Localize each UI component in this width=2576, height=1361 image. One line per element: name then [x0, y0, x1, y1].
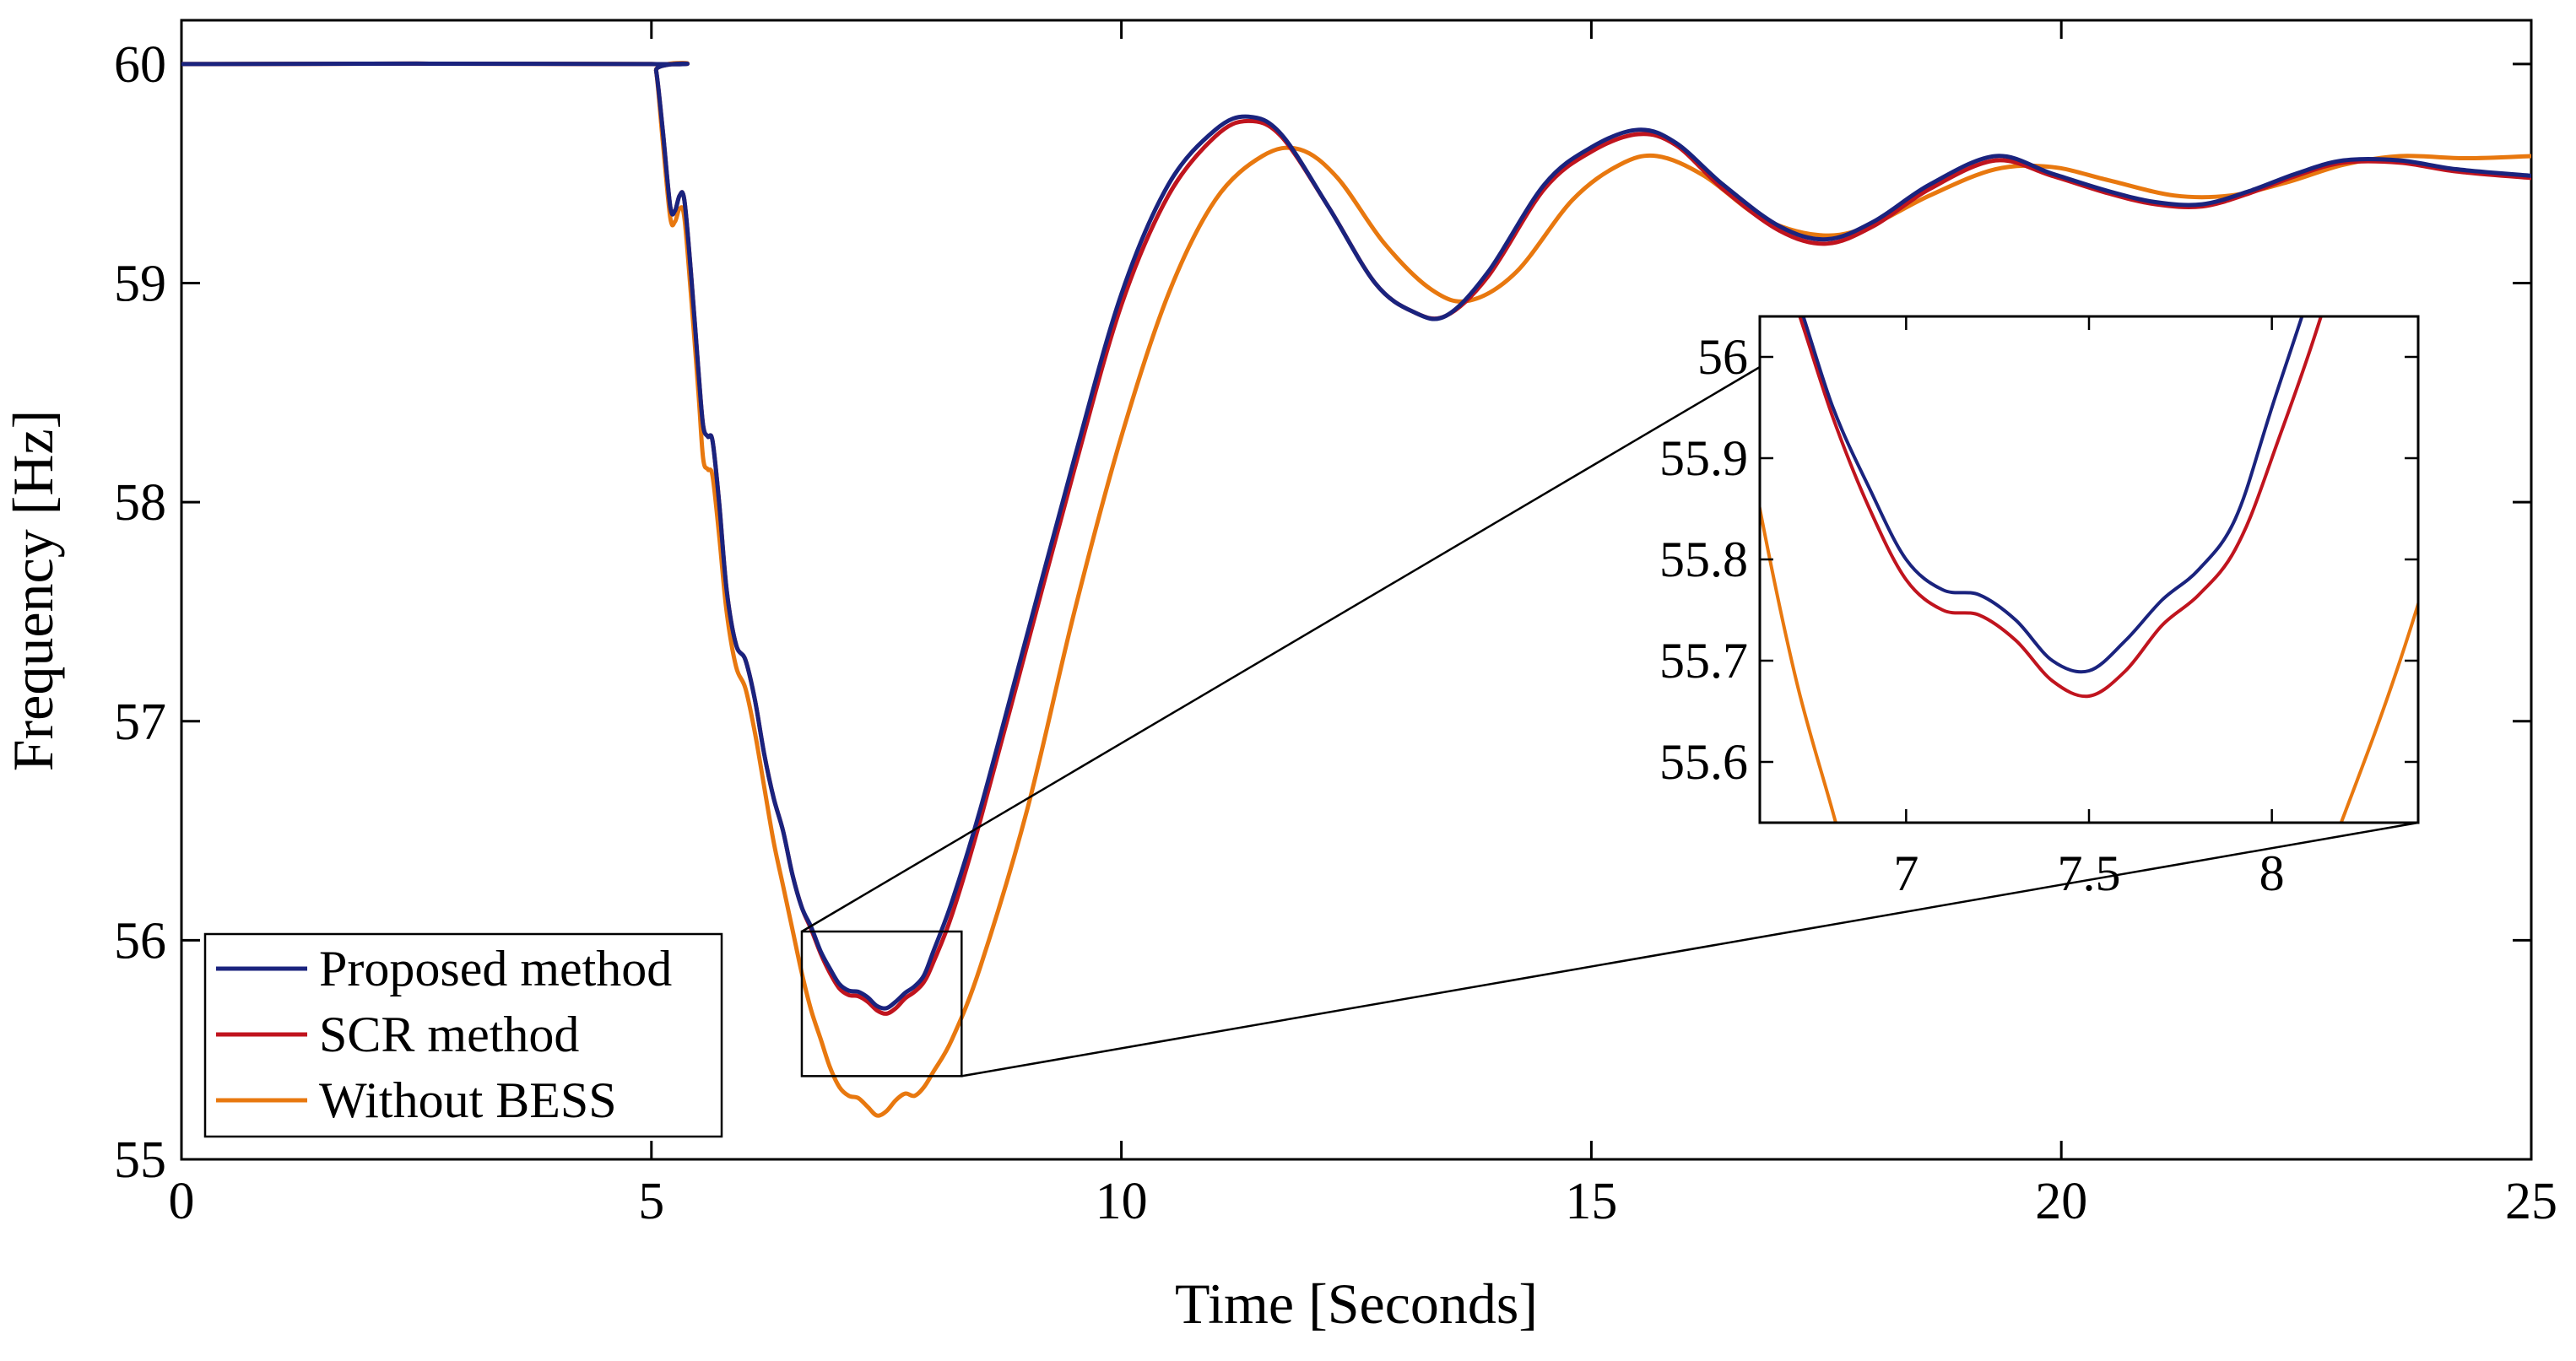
x-tick-label: 25 — [2505, 1173, 2557, 1230]
y-tick-label: 57 — [114, 694, 166, 751]
x-tick-label: 5 — [638, 1173, 664, 1230]
legend-label-without: Without BESS — [319, 1072, 617, 1128]
zoom-connector-top — [801, 365, 1761, 933]
y-tick-label: 59 — [114, 256, 166, 313]
x-axis-title: Time [Seconds] — [1175, 1272, 1538, 1336]
inset-y-tick-label: 55.6 — [1659, 734, 1748, 790]
inset-y-tick-label: 56 — [1697, 329, 1748, 385]
y-axis-title: Frequency [Hz] — [1, 410, 65, 772]
y-tick-label: 58 — [114, 474, 166, 532]
y-tick-label: 56 — [114, 912, 166, 969]
x-tick-label: 20 — [2035, 1173, 2087, 1230]
y-tick-label: 60 — [114, 36, 166, 94]
main-ticks: 0 5 10 15 20 25 55 56 57 58 59 60 — [114, 20, 2557, 1230]
zoom-region-box — [800, 930, 963, 1077]
inset-x-tick-label: 7.5 — [2058, 845, 2121, 901]
inset-ticks: 7 7.5 8 55.6 55.7 55.8 55.9 56 — [1659, 316, 2418, 901]
y-tick-label: 55 — [114, 1131, 166, 1189]
inset-x-tick-label: 8 — [2259, 845, 2285, 901]
series-line-proposed-method — [181, 61, 2531, 1011]
zoom-indicators — [800, 365, 2419, 1077]
inset-x-tick-label: 7 — [1893, 845, 1918, 901]
x-tick-label: 15 — [1565, 1173, 1617, 1230]
series-line-without-bess — [181, 61, 2531, 1118]
x-tick-label: 10 — [1096, 1173, 1148, 1230]
inset-y-tick-label: 55.9 — [1659, 430, 1748, 486]
zoom-connector-bottom — [961, 821, 2419, 1077]
inset-y-tick-label: 55.8 — [1659, 532, 1748, 587]
legend: Proposed method SCR method Without BESS — [203, 932, 723, 1138]
x-tick-label: 0 — [169, 1173, 195, 1230]
inset-background — [1760, 316, 2418, 823]
main-plot-frame — [180, 19, 2533, 1161]
inset-y-tick-label: 55.7 — [1659, 633, 1748, 689]
legend-label-scr: SCR method — [319, 1007, 579, 1062]
legend-label-proposed: Proposed method — [319, 941, 672, 996]
main-series — [181, 61, 2531, 1118]
